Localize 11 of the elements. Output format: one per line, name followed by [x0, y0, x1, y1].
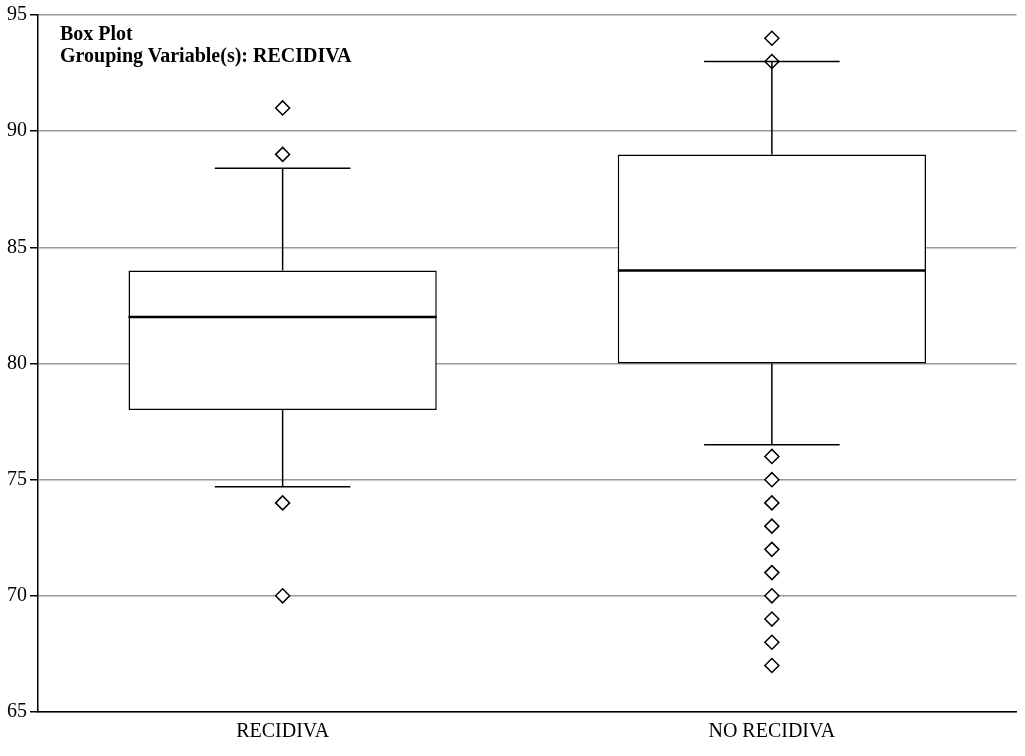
text: Grouping Variable(s): RECIDIVA: [60, 44, 353, 68]
chart-title: Box Plot: [60, 22, 134, 45]
y-tick-label: 70: [7, 583, 27, 606]
y-tick-label: 95: [7, 2, 27, 25]
x-tick-label: NO RECIDIVA: [708, 719, 836, 742]
y-tick-label: 80: [7, 350, 27, 373]
y-tick-label: 75: [7, 466, 27, 489]
y-tick-label: 65: [7, 699, 27, 722]
y-tick-label: 90: [7, 118, 27, 141]
x-tick-label: RECIDIVA: [236, 719, 330, 742]
y-tick-label: 85: [7, 234, 27, 257]
